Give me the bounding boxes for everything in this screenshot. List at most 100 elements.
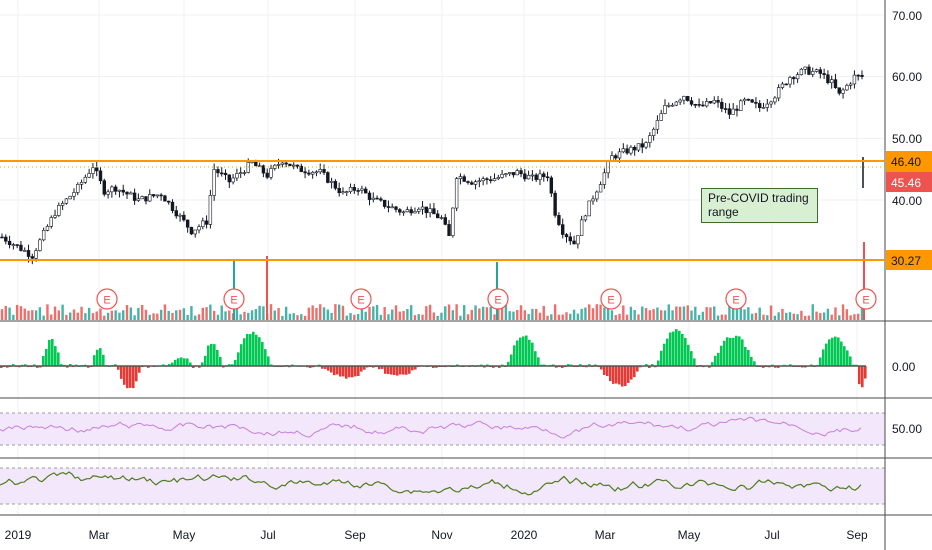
macd-bar: [516, 340, 519, 366]
candle-body: [731, 108, 735, 115]
candle-body: [364, 188, 368, 194]
volume-bar: [345, 315, 348, 320]
macd-bar: [624, 366, 627, 386]
candle-body: [23, 250, 27, 252]
candle-body: [269, 168, 273, 178]
macd-bar: [534, 351, 537, 366]
macd-bar: [579, 364, 582, 366]
macd-bar: [168, 364, 171, 366]
candle-body: [792, 77, 796, 80]
macd-bar: [621, 366, 624, 387]
macd-bar: [138, 366, 141, 373]
volume-bar: [660, 310, 663, 320]
candle-body: [648, 135, 652, 143]
macd-bar: [120, 366, 123, 379]
volume-bar: [576, 313, 580, 320]
macd-bar: [708, 366, 711, 368]
candle-body: [60, 203, 65, 206]
time-axis-label: Jul: [260, 528, 275, 542]
macd-bar: [96, 349, 99, 366]
candle-body: [833, 79, 838, 88]
candle-body: [829, 79, 834, 84]
volume-bar: [409, 305, 413, 320]
volume-bar: [538, 312, 542, 320]
candle-body: [553, 192, 557, 216]
volume-bar: [356, 313, 360, 320]
earnings-marker-icon: [855, 288, 877, 310]
macd-bar: [99, 348, 102, 366]
candle-body: [678, 99, 682, 103]
macd-bar: [324, 366, 327, 369]
macd-bar: [633, 366, 636, 378]
candle-body: [776, 87, 781, 99]
candle-body: [208, 195, 213, 225]
volume-bar: [819, 313, 822, 320]
volume-bar: [629, 306, 633, 320]
candle-body: [15, 244, 19, 246]
volume-bar: [330, 312, 333, 320]
volume-bar: [709, 307, 712, 320]
annotation-text: Pre-COVID trading range: [708, 191, 809, 219]
volume-bar: [516, 309, 519, 320]
macd-bar: [222, 366, 225, 368]
candle-body: [496, 177, 500, 180]
volume-bar: [212, 310, 216, 320]
rsi-line: [0, 416, 862, 439]
macd-bar: [69, 364, 72, 366]
candle-body: [682, 96, 686, 101]
macd-bar: [198, 366, 201, 368]
time-axis-label: Sep: [344, 528, 366, 542]
macd-bar: [432, 366, 435, 368]
earnings-marker-icon: [223, 288, 245, 310]
candle-body: [72, 192, 76, 197]
macd-bar: [810, 364, 813, 366]
candle-body: [382, 199, 387, 207]
candle-body: [727, 108, 732, 115]
volume-bar: [485, 307, 489, 320]
candle-body: [242, 172, 247, 174]
volume-bar: [841, 304, 845, 320]
macd-bar: [267, 356, 270, 366]
volume-bar: [65, 314, 68, 320]
volume-bar: [534, 308, 538, 320]
macd-bar: [555, 366, 558, 368]
candle-body: [318, 169, 322, 173]
candle-body: [223, 172, 228, 176]
volume-bar: [163, 304, 167, 320]
candle-body: [79, 182, 84, 185]
candle-body: [693, 104, 698, 106]
candle-body: [856, 74, 860, 77]
volume-bar: [625, 314, 629, 320]
candle-body: [689, 100, 694, 105]
volume-bar: [319, 304, 322, 320]
earnings-marker-icon: [600, 288, 622, 310]
time-axis-label: Mar: [89, 528, 110, 542]
candle-body: [784, 83, 788, 86]
volume-bar: [504, 304, 508, 320]
candle-body: [534, 174, 538, 180]
volume-bar: [428, 304, 432, 320]
macd-bar: [264, 349, 267, 366]
time-axis: 2019 Mar May Jul Sep Nov 2020 Mar May Jul Sep: [5, 528, 868, 542]
macd-bar: [135, 366, 138, 382]
volume-bar: [4, 305, 7, 320]
volume-bar: [201, 307, 204, 320]
candle-body: [204, 220, 209, 225]
candle-body: [212, 169, 216, 196]
candle-body: [132, 192, 137, 201]
volume-bar: [591, 308, 595, 320]
macd-bar: [216, 349, 219, 366]
level-price-tag: [886, 151, 932, 172]
volume-bar: [716, 315, 720, 320]
macd-bar: [162, 364, 165, 366]
candle-body: [466, 181, 470, 183]
candle-body: [712, 100, 716, 104]
volume-bar: [701, 311, 705, 320]
earnings-marker-label: E: [230, 295, 237, 307]
volume-bar: [307, 307, 311, 320]
volume-bar: [258, 305, 261, 320]
macd-bar: [723, 340, 726, 366]
volume-bar: [148, 314, 151, 320]
volume-bar: [572, 309, 576, 320]
macd-bar: [228, 364, 231, 366]
